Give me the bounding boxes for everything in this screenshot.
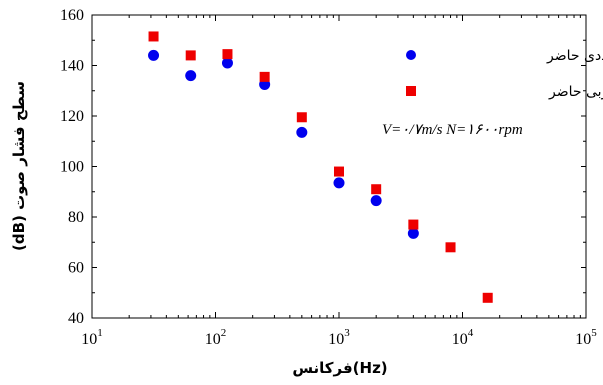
data-point-numerical — [185, 70, 197, 82]
legend-label-numerical: پژوهش عددی حاضر — [546, 48, 603, 64]
x-tick-label: 102 — [205, 327, 227, 348]
legend-label-experimental: پژوهش تجربی حاضر — [548, 84, 603, 100]
y-tick-label: 60 — [68, 260, 84, 277]
y-axis-label: سطح فشار صوت (dB) — [10, 81, 28, 251]
data-point-numerical — [296, 126, 308, 138]
data-points — [148, 31, 493, 303]
legend-marker-numerical — [406, 50, 416, 60]
x-tick-label: 105 — [575, 327, 597, 348]
y-tick-label: 100 — [60, 159, 84, 176]
y-tick-label: 160 — [60, 7, 84, 24]
y-tick-label: 40 — [68, 310, 84, 327]
data-point-experimental — [148, 31, 159, 42]
data-point-numerical — [221, 57, 233, 69]
y-tick-label: 80 — [68, 209, 84, 226]
data-point-experimental — [445, 242, 456, 253]
data-point-experimental — [185, 50, 196, 61]
x-tick-label: 101 — [81, 327, 103, 348]
y-tick-label: 140 — [60, 58, 84, 75]
data-point-numerical — [148, 49, 160, 61]
y-tick-label: 120 — [60, 108, 84, 125]
data-point-experimental — [334, 166, 344, 177]
data-point-numerical — [370, 195, 382, 207]
x-axis-label: فرکانس(Hz) — [292, 359, 387, 377]
data-point-experimental — [259, 71, 270, 82]
x-tick-labels: 101 102 103 104 105 — [81, 327, 597, 348]
data-point-numerical — [407, 227, 419, 239]
data-point-experimental — [222, 49, 233, 60]
data-point-numerical — [333, 177, 345, 189]
legend: پژوهش عددی حاضر پژوهش تجربی حاضر — [406, 48, 603, 100]
x-tick-label: 104 — [452, 327, 474, 348]
x-tick-label: 103 — [328, 327, 350, 348]
axis-ticks — [91, 14, 587, 319]
condition-annotation: V=۰/۷m/s N=۱۶۰۰rpm — [382, 122, 523, 138]
data-point-experimental — [371, 184, 382, 195]
legend-marker-experimental — [406, 86, 416, 96]
plot-frame — [91, 14, 587, 319]
data-point-experimental — [296, 112, 307, 123]
y-tick-labels: 40 60 80 100 120 140 160 — [60, 7, 84, 327]
data-point-experimental — [482, 292, 493, 303]
data-point-experimental — [408, 219, 419, 230]
